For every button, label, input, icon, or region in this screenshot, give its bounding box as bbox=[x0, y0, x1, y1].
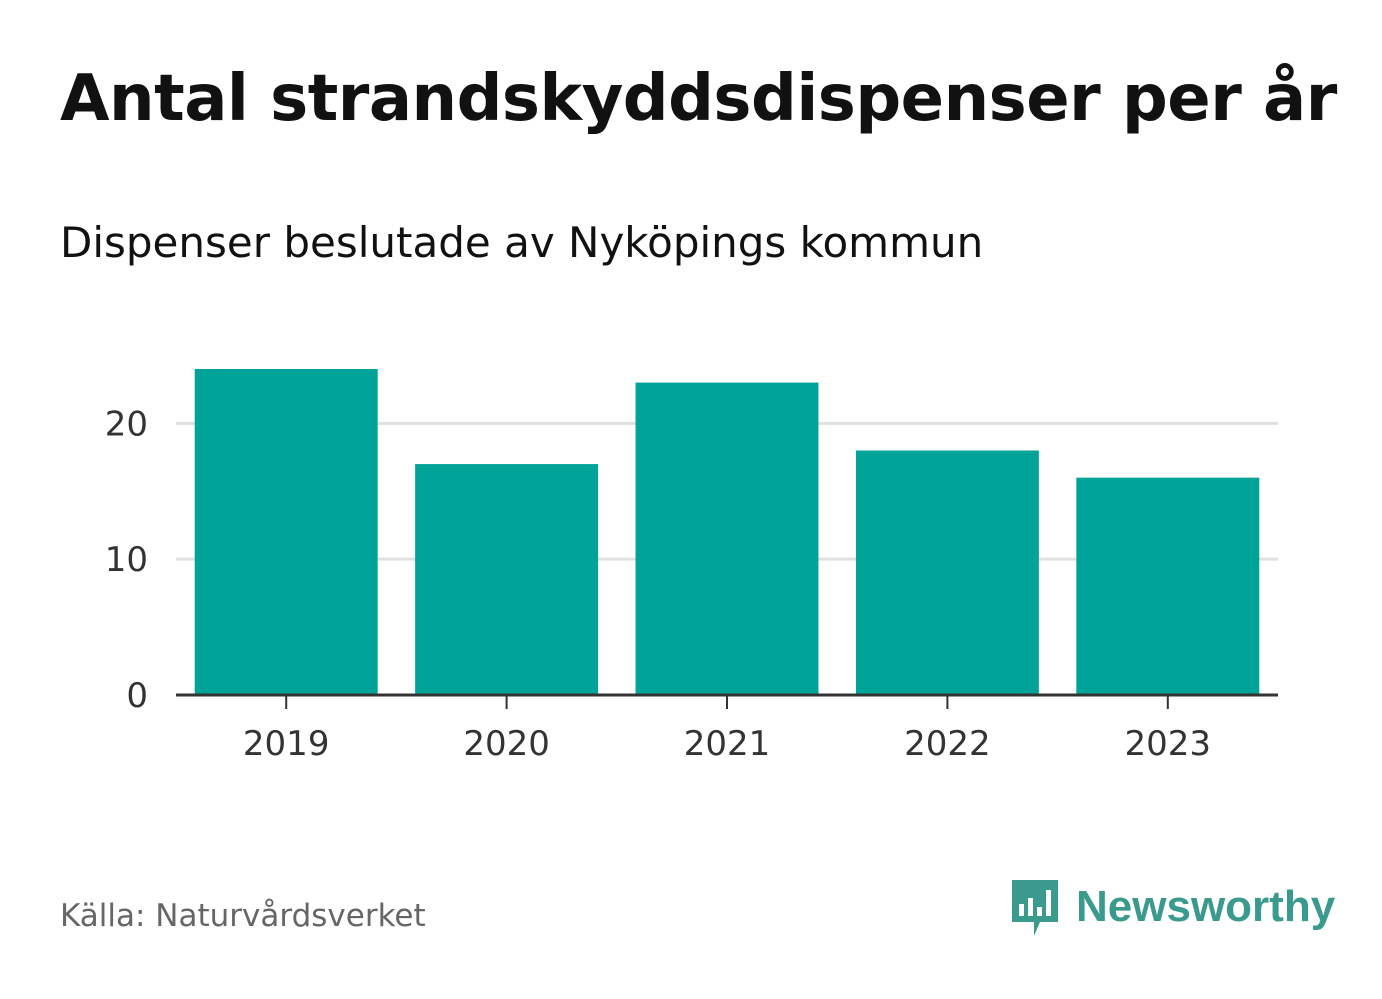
y-tick-label: 0 bbox=[126, 676, 148, 716]
x-tick-label: 2019 bbox=[243, 724, 330, 764]
bar-2020 bbox=[415, 464, 599, 695]
y-tick-label: 10 bbox=[105, 540, 148, 580]
bar-2019 bbox=[194, 369, 378, 695]
source-note: Källa: Naturvårdsverket bbox=[60, 898, 426, 934]
bar-2021 bbox=[635, 382, 819, 695]
x-tick-label: 2020 bbox=[463, 724, 550, 764]
brand-name: Newsworthy bbox=[1076, 882, 1336, 931]
newsworthy-logo-icon bbox=[1012, 880, 1058, 936]
bar-2023 bbox=[1076, 477, 1260, 695]
y-tick-label: 20 bbox=[105, 404, 148, 444]
bar-2022 bbox=[855, 450, 1039, 695]
chart-title: Antal strandskyddsdispenser per år bbox=[60, 62, 1337, 136]
x-tick-label: 2022 bbox=[904, 724, 991, 764]
x-tick-label: 2021 bbox=[684, 724, 771, 764]
brand-logo[interactable]: Newsworthy bbox=[1010, 876, 1335, 938]
x-tick-label: 2023 bbox=[1125, 724, 1212, 764]
chart-subtitle: Dispenser beslutade av Nyköpings kommun bbox=[60, 218, 984, 267]
